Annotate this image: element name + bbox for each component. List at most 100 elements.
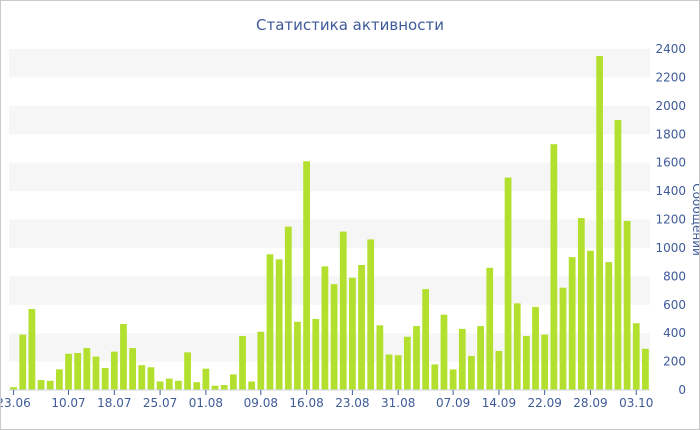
grid-band [9,219,650,248]
grid-band [9,49,650,78]
grid-bands [9,49,650,362]
grid-band [9,162,650,192]
bar [559,287,567,390]
bar [10,387,17,390]
y-axis-label: Сообщений [690,183,699,256]
y-tick-label: 1000 [655,241,686,255]
y-tick-label: 2000 [655,99,686,113]
bar [605,262,613,390]
bar [147,367,155,390]
bar [193,382,201,390]
bar [513,303,521,390]
bar [303,161,310,390]
bar [83,348,91,390]
bar [596,56,604,391]
grid-band [9,276,650,305]
bar [211,385,219,390]
bar [74,353,82,390]
bar [486,267,494,390]
x-axis-ticks: 23.06 10.07 18.07 25.07 01.08 09.08 16.08 23.08… [1,389,653,410]
bar [504,177,512,390]
x-tick-label: 22.09 [528,396,562,410]
bar [220,385,228,390]
bar [229,374,237,390]
bar [257,331,265,390]
y-tick-label: 400 [663,326,686,340]
bar [65,353,72,390]
bar [468,355,475,390]
bar [275,259,283,390]
bar [312,318,320,390]
bar [358,264,365,390]
bar [413,326,420,390]
bar [577,218,585,390]
bar [587,250,594,390]
bar [92,356,100,390]
y-tick-label: 2200 [655,70,686,84]
bar [202,368,210,390]
bar [367,239,375,390]
x-tick-label: 23.08 [335,396,369,410]
bar [184,352,191,390]
bar [550,144,558,390]
bar [55,369,63,390]
bar [477,326,484,390]
bar [403,336,411,390]
x-tick-label: 16.08 [289,396,323,410]
bar [541,334,549,390]
bar [19,334,27,390]
bar [129,348,137,390]
bar [330,284,338,390]
bar [239,336,246,390]
x-tick-label: 18.07 [97,396,131,410]
bar [266,254,274,390]
x-tick-label: 10.07 [51,396,85,410]
bar [248,381,256,390]
bar [28,309,36,390]
y-tick-label: 0 [678,383,686,397]
bar [422,289,430,390]
y-tick-label: 2400 [655,42,686,56]
bar [458,328,466,390]
bar [376,325,384,390]
bar [623,220,631,390]
x-tick-label: 01.08 [189,396,223,410]
x-tick-label: 03.10 [619,396,653,410]
bar [614,120,622,391]
y-tick-label: 800 [663,269,686,283]
x-tick-label: 31.08 [381,396,415,410]
bar [165,378,173,390]
bar [37,380,45,390]
y-tick-label: 1400 [655,184,686,198]
bar [339,231,347,390]
y-tick-label: 1200 [655,213,686,227]
x-tick-label: 23.06 [1,396,31,410]
x-tick-label: 09.08 [244,396,278,410]
bar [532,306,539,390]
bar [495,350,503,390]
x-tick-label: 28.09 [573,396,607,410]
bar [385,354,393,390]
bar [449,369,457,390]
bar [522,336,530,390]
bar [349,277,356,390]
bar [120,323,127,390]
bar [568,257,576,390]
y-tick-label: 1800 [655,127,686,141]
y-axis-ticks: 0 200 400 600 800 1000 1200 1400 1600 1800 2000 220… [655,42,686,397]
bar [431,364,439,390]
bar [632,323,640,390]
grid-band [9,105,650,135]
bar [46,380,54,390]
bar [175,380,182,390]
chart-title: Статистика активности [256,16,444,34]
bar [284,226,292,390]
bar [394,355,402,390]
y-tick-label: 200 [663,355,686,369]
bar-series [10,56,649,391]
bar [156,381,164,390]
y-tick-label: 600 [663,298,686,312]
bar [101,367,109,390]
